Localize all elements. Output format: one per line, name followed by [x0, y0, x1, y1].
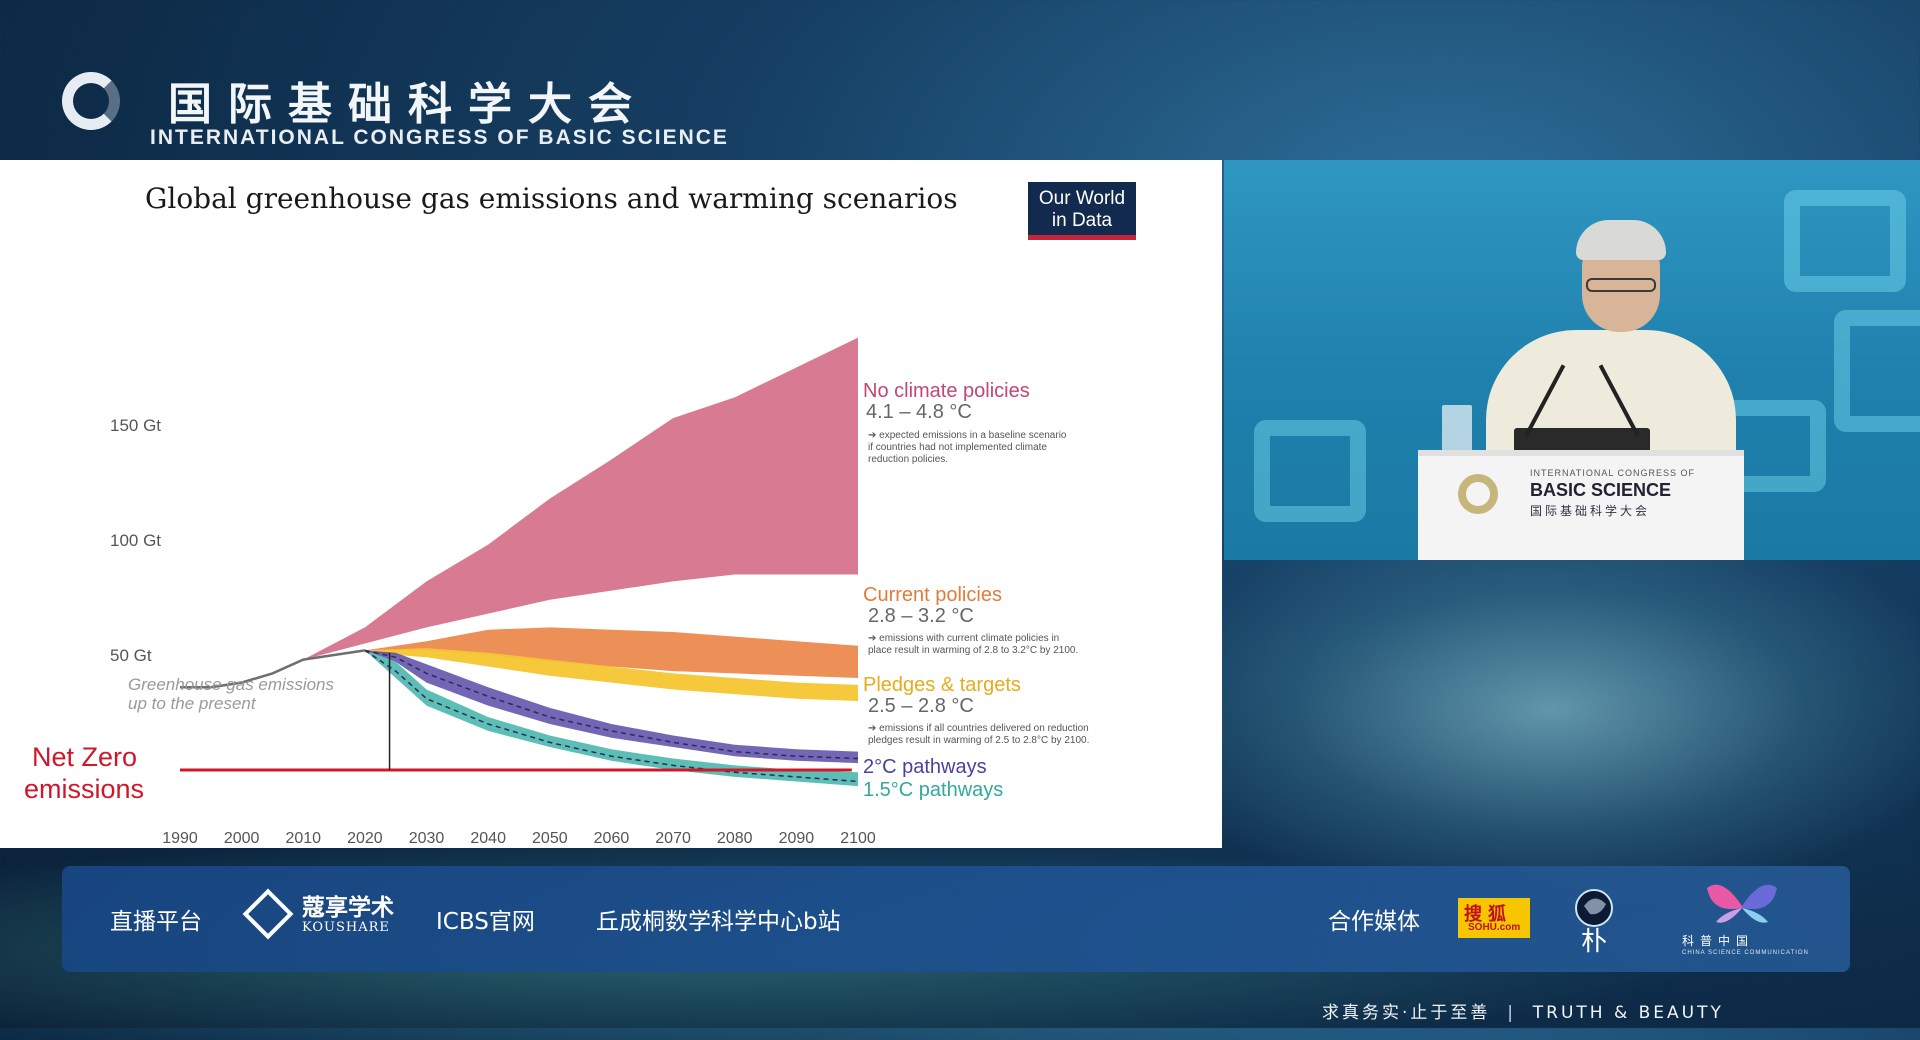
china-science-sub: CHINA SCIENCE COMMUNICATION	[1682, 950, 1809, 956]
current-policy-name: Current policies	[863, 584, 1002, 606]
scenario-median-line-4	[364, 649, 859, 783]
speaker-hair	[1576, 220, 1666, 260]
podium-text-1: INTERNATIONAL CONGRESS OF	[1530, 468, 1696, 478]
y-tick-label: 50 Gt	[110, 646, 152, 665]
owid-logo: Our World in Data	[1028, 182, 1136, 240]
congress-header: 国际基础科学大会 INTERNATIONAL CONGRESS OF BASIC…	[60, 68, 760, 160]
background-glow	[1150, 520, 1920, 900]
china-science-label: 科普中国	[1682, 934, 1755, 948]
scenario-band-0	[303, 337, 859, 660]
net-zero-label-1: Net Zero	[32, 742, 137, 772]
speaker-glasses	[1586, 278, 1656, 292]
motto-separator: |	[1498, 1003, 1533, 1023]
koushare-logo-icon	[242, 888, 294, 940]
podium-text-2: BASIC SCIENCE	[1530, 480, 1672, 500]
owid-logo-line-1: Our World	[1038, 188, 1126, 209]
emissions-chart: 150 Gt 100 Gt 50 Gt 1990 2000 2010 2020 2030 204…	[24, 337, 1089, 847]
scenario-band-1	[364, 627, 858, 678]
motto-zh: 求真务实·止于至善	[1322, 1003, 1491, 1023]
pledges-note-2: pledges result in warming of 2.5 to 2.8°…	[868, 735, 1089, 746]
butterfly-logo-icon[interactable]	[1702, 876, 1782, 936]
icbs-logo-icon	[62, 72, 120, 130]
sponsor-bar: 直播平台 蔻享学术 KOUSHARE ICBS官网 丘成桐数学科学中心b站 合作…	[62, 866, 1850, 972]
current-policy-range: 2.8 – 3.2 °C	[868, 605, 974, 627]
x-tick-label: 2090	[779, 830, 815, 847]
owid-logo-line-2: in Data	[1051, 210, 1113, 231]
scenario-median-line-3	[364, 649, 859, 760]
sohu-logo-domain: SOHU.com	[1468, 922, 1521, 933]
scenario-band-4	[364, 650, 858, 787]
scenario-band-2	[364, 648, 858, 701]
bilibili-link[interactable]: 丘成桐数学科学中心b站	[596, 909, 841, 935]
presentation-slide: 150 Gt 100 Gt 50 Gt 1990 2000 2010 2020 2030 204…	[0, 160, 1222, 848]
podium: INTERNATIONAL CONGRESS OF BASIC SCIENCE …	[1418, 450, 1744, 560]
x-tick-label: 2080	[717, 830, 753, 847]
background-pattern	[1834, 310, 1920, 432]
net-zero-label-2: emissions	[24, 774, 144, 804]
x-tick-label: 2100	[840, 830, 876, 847]
media-partners-label: 合作媒体	[1328, 909, 1420, 935]
x-tick-label: 2040	[470, 830, 506, 847]
background-pattern	[1254, 420, 1366, 522]
slide-title: Global greenhouse gas emissions and warm…	[145, 182, 958, 215]
x-tick-label: 2030	[409, 830, 445, 847]
pledges-note-1: ➔ emissions if all countries delivered o…	[868, 723, 1089, 734]
no-policy-note-1: ➔ expected emissions in a baseline scena…	[868, 430, 1067, 441]
two-degree-name: 2°C pathways	[863, 756, 987, 778]
y-tick-label: 100 Gt	[110, 531, 161, 550]
svg-text:朴: 朴	[1581, 927, 1607, 956]
header-title-zh: 国际基础科学大会	[168, 79, 648, 130]
history-label-2: up to the present	[128, 694, 257, 713]
sohu-logo-text: 搜狐	[1464, 904, 1512, 925]
pledges-name: Pledges & targets	[863, 674, 1021, 696]
podium-logo-icon	[1458, 474, 1498, 514]
scenario-band-3	[364, 650, 858, 764]
koushare-name-en[interactable]: KOUSHARE	[302, 920, 390, 935]
x-tick-label: 2000	[224, 830, 260, 847]
history-line	[180, 649, 366, 689]
speaker-video: INTERNATIONAL CONGRESS OF BASIC SCIENCE …	[1224, 160, 1920, 560]
koushare-name[interactable]: 蔻享学术	[302, 895, 394, 921]
motto-en: TRUTH & BEAUTY	[1532, 1003, 1724, 1023]
x-tick-label: 2060	[594, 830, 630, 847]
history-label-1: Greenhouse gas emissions	[128, 675, 335, 694]
water-glass	[1442, 405, 1472, 453]
x-tick-label: 1990	[162, 830, 198, 847]
header-title-en: INTERNATIONAL CONGRESS OF BASIC SCIENCE	[150, 126, 729, 149]
x-tick-label: 2020	[347, 830, 383, 847]
icbs-website-link[interactable]: ICBS官网	[436, 909, 535, 935]
no-policy-range: 4.1 – 4.8 °C	[866, 401, 972, 423]
y-tick-label: 150 Gt	[110, 416, 161, 435]
no-policy-name: No climate policies	[863, 380, 1030, 402]
sohu-logo[interactable]: 搜狐 SOHU.com	[1458, 898, 1530, 938]
x-tick-label: 2070	[655, 830, 691, 847]
current-policy-note-1: ➔ emissions with current climate policie…	[868, 633, 1059, 644]
no-policy-note-3: reduction policies.	[868, 454, 948, 465]
no-policy-note-2: if countries had not implemented climate	[868, 442, 1047, 453]
laptop	[1514, 428, 1650, 454]
live-platform-label: 直播平台	[110, 909, 202, 935]
x-tick-label: 2010	[285, 830, 321, 847]
pu-logo-icon[interactable]: 朴	[1570, 884, 1626, 956]
podium-text-3: 国际基础科学大会	[1530, 504, 1651, 518]
background-pattern	[1784, 190, 1906, 292]
pledges-range: 2.5 – 2.8 °C	[868, 695, 974, 717]
current-policy-note-2: place result in warming of 2.8 to 3.2°C …	[868, 645, 1078, 656]
x-tick-label: 2050	[532, 830, 568, 847]
footer-motto: 求真务实·止于至善 | TRUTH & BEAUTY	[1322, 998, 1724, 1023]
onefive-degree-name: 1.5°C pathways	[863, 779, 1003, 801]
